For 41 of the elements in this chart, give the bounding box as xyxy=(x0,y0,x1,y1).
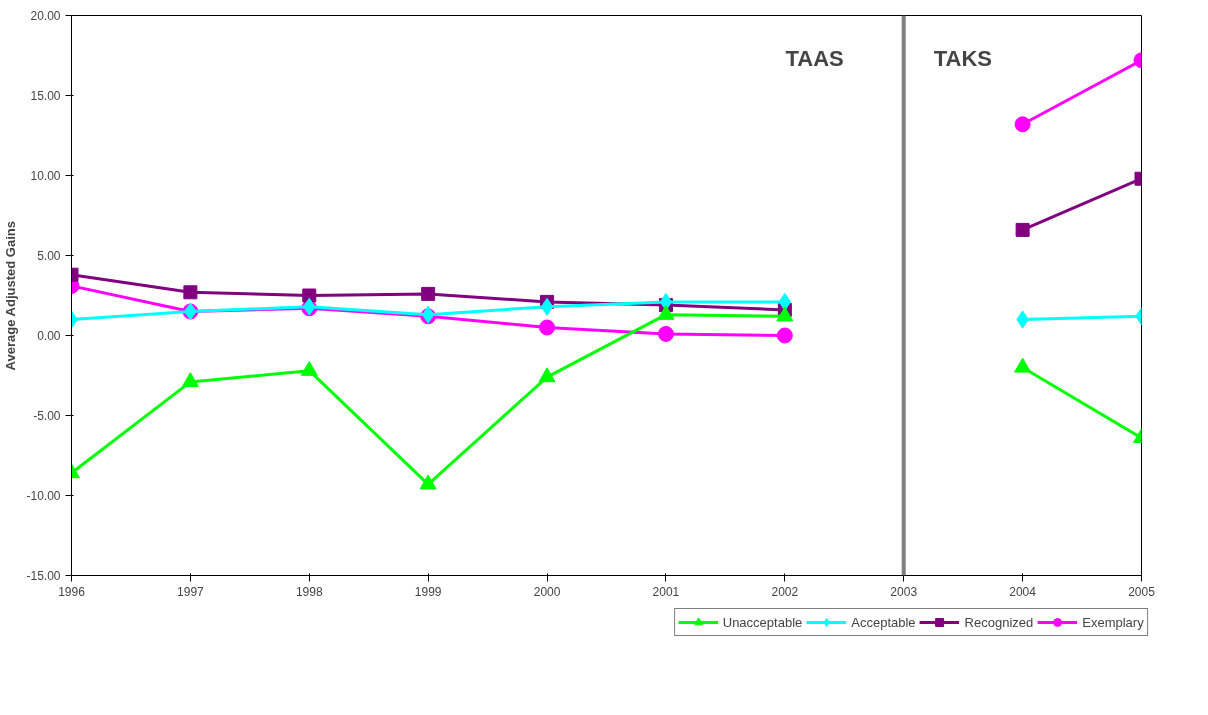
x-tick-label: 1996 xyxy=(58,584,86,599)
point xyxy=(300,360,318,376)
x-tick-label: 2000 xyxy=(533,584,561,599)
y-tick-label: -15.00 xyxy=(26,569,61,583)
x-tick-label: 2004 xyxy=(1009,584,1037,599)
point xyxy=(776,327,793,344)
x-tick-label: 2001 xyxy=(652,584,680,599)
y-tick-label: -10.00 xyxy=(26,489,61,503)
point xyxy=(421,286,436,301)
point xyxy=(539,319,556,336)
point xyxy=(1015,222,1030,237)
point xyxy=(419,474,437,490)
x-tick-label: 2003 xyxy=(890,584,918,599)
legend-label: Unacceptable xyxy=(722,614,803,630)
point xyxy=(657,325,674,342)
legend-label: Acceptable xyxy=(851,614,916,630)
x-tick-label: 1998 xyxy=(295,584,323,599)
point xyxy=(1014,357,1032,373)
point xyxy=(1014,116,1031,133)
annotation: TAKS xyxy=(933,45,992,71)
y-axis-title: Average Adjusted Gains xyxy=(3,221,19,371)
annotation: TAAS xyxy=(785,45,844,71)
point xyxy=(302,288,317,303)
x-tick-label: 1999 xyxy=(414,584,442,599)
legend-label: Recognized xyxy=(964,614,1034,630)
x-tick-label: 2005 xyxy=(1128,584,1156,599)
point xyxy=(540,297,554,316)
point xyxy=(538,367,556,383)
point xyxy=(181,372,199,388)
y-tick-label: 0.00 xyxy=(37,329,61,343)
x-tick-label: 2002 xyxy=(771,584,799,599)
y-tick-label: -5.00 xyxy=(33,409,61,423)
legend-label: Exemplary xyxy=(1082,614,1144,630)
x-tick-label: 1997 xyxy=(177,584,205,599)
y-tick-label: 15.00 xyxy=(30,89,61,103)
point xyxy=(776,306,794,322)
y-tick-label: 20.00 xyxy=(30,9,61,23)
point xyxy=(183,285,198,300)
y-tick-label: 5.00 xyxy=(37,249,61,263)
y-tick-label: 10.00 xyxy=(30,169,61,183)
point xyxy=(659,292,673,311)
